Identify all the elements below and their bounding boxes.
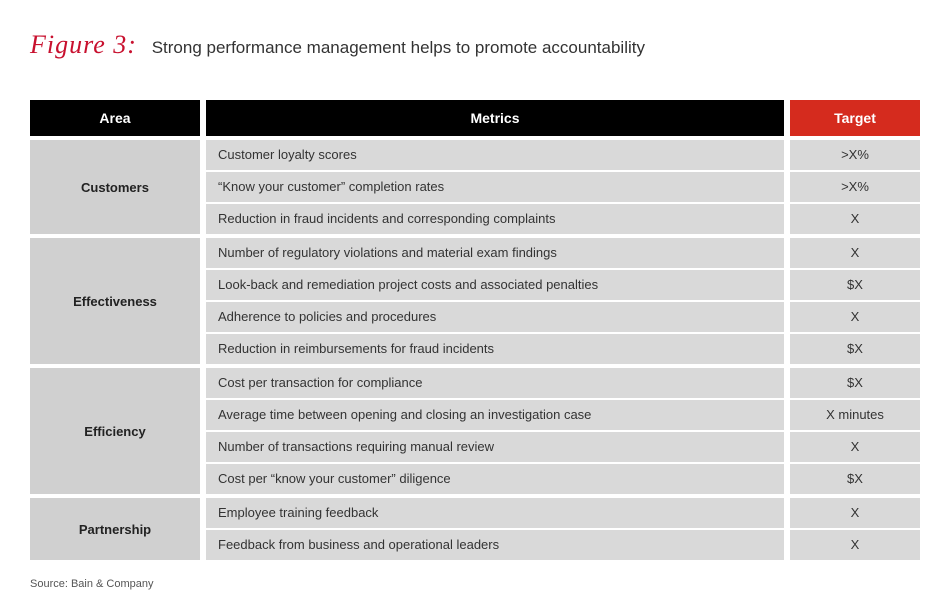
metric-cell: Average time between opening and closing… [206,400,784,430]
target-cell: X [790,498,920,528]
metric-cell: Cost per “know your customer” diligence [206,464,784,494]
target-cell: $X [790,368,920,398]
target-cell: >X% [790,140,920,170]
target-cell: X minutes [790,400,920,430]
area-cell: Efficiency [30,368,200,494]
data-table: Area CustomersEffectivenessEfficiencyPart… [30,100,920,560]
metric-cell: Feedback from business and operational l… [206,530,784,560]
metric-cell: Reduction in fraud incidents and corresp… [206,204,784,234]
figure-subtitle: Strong performance management helps to p… [152,38,645,57]
column-header-area: Area [30,100,200,136]
target-cell: $X [790,464,920,494]
metric-cell: Reduction in reimbursements for fraud in… [206,334,784,364]
source-note: Source: Bain & Company [30,578,920,590]
metric-cell: Look-back and remediation project costs … [206,270,784,300]
metric-cell: Number of transactions requiring manual … [206,432,784,462]
target-cell: X [790,302,920,332]
metric-cell: Cost per transaction for compliance [206,368,784,398]
target-cell: X [790,204,920,234]
metric-cell: Customer loyalty scores [206,140,784,170]
figure-title: Figure 3: Strong performance management … [30,30,920,60]
target-cell: >X% [790,172,920,202]
metric-cell: Number of regulatory violations and mate… [206,238,784,268]
target-cell: X [790,432,920,462]
metric-cell: Employee training feedback [206,498,784,528]
target-cell: X [790,238,920,268]
target-cell: X [790,530,920,560]
column-header-metrics: Metrics [206,100,784,136]
area-cell: Customers [30,140,200,234]
metric-cell: “Know your customer” completion rates [206,172,784,202]
target-cell: $X [790,334,920,364]
figure-label: Figure 3: [30,30,137,59]
area-cell: Partnership [30,498,200,560]
target-cell: $X [790,270,920,300]
column-header-target: Target [790,100,920,136]
metric-cell: Adherence to policies and procedures [206,302,784,332]
area-cell: Effectiveness [30,238,200,364]
